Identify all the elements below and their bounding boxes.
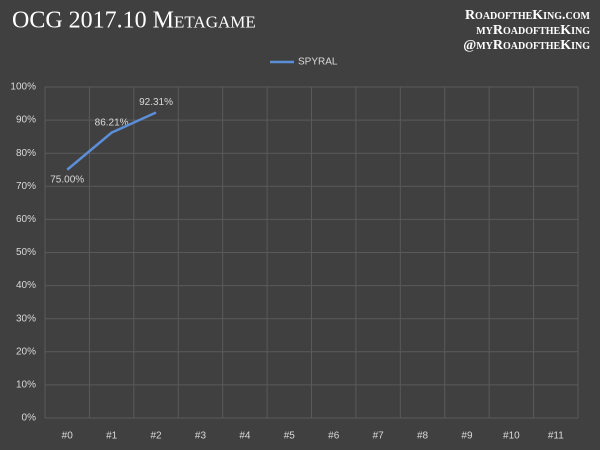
x-tick-label: #11 [548,431,564,442]
x-tick-label: #0 [62,431,74,442]
brand-facebook: myRoadoftheKing [476,23,590,38]
data-label: 86.21% [95,117,129,128]
data-label: 92.31% [139,97,173,108]
x-tick-label: #6 [328,431,340,442]
y-tick-label: 10% [16,380,36,391]
x-tick-label: #1 [106,431,118,442]
x-tick-label: #10 [503,431,520,442]
series-line [66,111,157,171]
data-label: 75.00% [50,174,84,185]
y-tick-label: 70% [16,181,36,192]
x-tick-label: #5 [284,431,296,442]
y-tick-label: 80% [16,148,36,159]
x-tick-label: #3 [195,431,207,442]
y-tick-label: 20% [16,346,36,357]
chart-title: OCG 2017.10 Metagame [12,8,256,34]
y-tick-label: 50% [16,247,36,258]
x-tick-label: #8 [417,431,429,442]
x-tick-label: #4 [239,431,251,442]
y-tick-label: 60% [16,214,36,225]
brand-site: RoadoftheKing.com [465,8,591,23]
y-tick-label: 90% [16,115,36,126]
y-tick-label: 30% [16,313,36,324]
y-tick-label: 0% [22,413,37,424]
x-tick-label: #9 [461,431,473,442]
brand-twitter: @myRoadoftheKing [463,38,590,53]
legend-label: SPYRAL [298,57,338,68]
y-tick-label: 40% [16,280,36,291]
x-tick-label: #2 [150,431,162,442]
y-tick-label: 100% [10,82,36,93]
x-tick-label: #7 [373,431,385,442]
